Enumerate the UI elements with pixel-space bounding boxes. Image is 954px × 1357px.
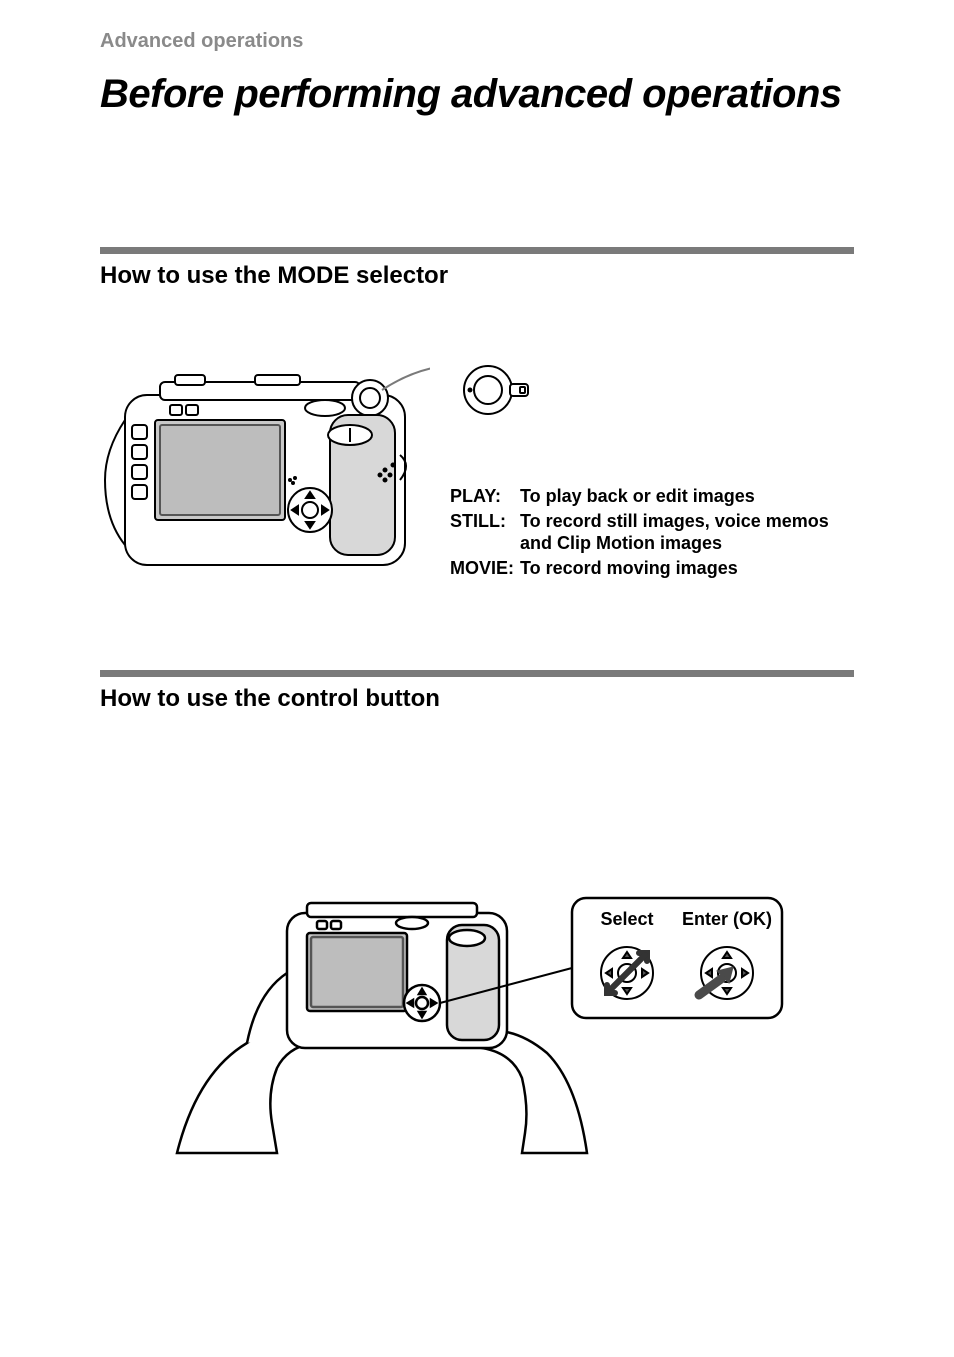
mode-row: STILL: To record still images, voice mem… <box>450 510 854 555</box>
figure-mode-selector: PLAY: To play back or edit images STILL:… <box>100 360 854 590</box>
page-title: Before performing advanced operations <box>100 71 854 117</box>
breadcrumb: Advanced operations <box>100 30 854 53</box>
mode-desc: To record moving images <box>520 557 854 580</box>
figure-control-button: Select Enter (OK) <box>100 833 854 1163</box>
select-label: Select <box>600 909 653 929</box>
mode-label: STILL: <box>450 510 520 555</box>
camera-hands-illustration: Select Enter (OK) <box>157 833 797 1163</box>
mode-dial-icon <box>450 360 540 420</box>
mode-row: MOVIE: To record moving images <box>450 557 854 580</box>
mode-desc: To play back or edit images <box>520 485 854 508</box>
enter-label: Enter (OK) <box>682 909 772 929</box>
section-heading-mode: How to use the MODE selector <box>100 262 854 290</box>
mode-table: PLAY: To play back or edit images STILL:… <box>450 485 854 579</box>
section-heading-control: How to use the control button <box>100 685 854 713</box>
mode-row: PLAY: To play back or edit images <box>450 485 854 508</box>
mode-desc: To record still images, voice memos and … <box>520 510 854 555</box>
camera-back-illustration <box>100 360 430 590</box>
mode-label: PLAY: <box>450 485 520 508</box>
divider <box>100 670 854 677</box>
mode-label: MOVIE: <box>450 557 520 580</box>
divider <box>100 247 854 254</box>
